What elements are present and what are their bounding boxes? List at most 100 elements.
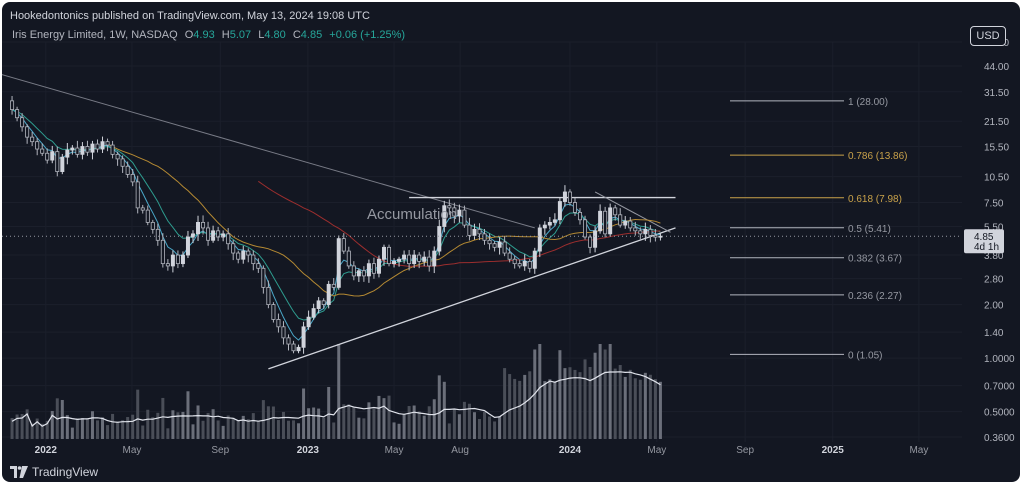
tradingview-logo[interactable]: TradingView (10, 465, 98, 479)
volume-bar (573, 369, 577, 439)
ma-fast-line (11, 109, 661, 341)
candle-body (361, 270, 366, 277)
y-tick-label: 7.50 (984, 199, 1004, 210)
volume-bar (40, 423, 44, 439)
candle-body (477, 228, 482, 235)
volume-bar (417, 411, 421, 439)
y-tick-label: 1.40 (984, 328, 1004, 339)
volume-bar (201, 420, 205, 439)
candle-body (381, 246, 386, 260)
volume-bar (231, 417, 235, 439)
symbol-legend[interactable]: Iris Energy Limited, 1W, NASDAQ O4.93 H5… (12, 29, 405, 41)
y-tick-label: 0.5000 (984, 408, 1015, 419)
candle-body (120, 158, 125, 167)
candle-body (457, 209, 462, 217)
candle-body (467, 224, 472, 236)
candle-body (246, 250, 251, 256)
volume-bar (543, 381, 547, 439)
candle-body (301, 326, 306, 348)
high-label: H (221, 29, 230, 41)
candle-body (226, 233, 231, 245)
volume-bar (332, 422, 336, 439)
tradingview-brand: TradingView (32, 465, 99, 479)
candle-body (256, 263, 261, 269)
volume-bar (523, 374, 527, 439)
candle-body (487, 239, 492, 245)
candle-body (628, 220, 633, 229)
candle-body (366, 263, 371, 277)
candle-body (472, 228, 477, 236)
candle-body (125, 165, 130, 175)
candle-body (185, 236, 190, 256)
volume-bar (15, 414, 19, 439)
volume-bar (342, 404, 346, 439)
volume-bar (392, 422, 396, 439)
fib-level-label: 0.618 (7.98) (848, 194, 902, 205)
candle-body (613, 207, 618, 216)
y-tick-label: 5.50 (984, 222, 1004, 233)
fib-level-label: 0 (1.05) (848, 350, 882, 361)
volume-bar (653, 379, 657, 439)
fib-level-label: 0.786 (13.86) (848, 151, 908, 162)
volume-bar (628, 369, 632, 439)
candle-body (578, 212, 583, 221)
volume-bar (216, 420, 220, 439)
candle-body (140, 207, 145, 211)
x-tick-label: 2022 (35, 445, 58, 456)
volume-bar (407, 406, 411, 439)
accumulation-annotation: Accumulation (367, 206, 457, 223)
volume-bar (462, 401, 466, 439)
candle-body (452, 207, 457, 217)
volume-bar (65, 415, 69, 439)
candle-body (658, 235, 663, 238)
candle-body (376, 258, 381, 274)
volume-bar (85, 418, 89, 439)
candle-body (583, 219, 588, 238)
volume-bar (20, 414, 24, 439)
volume-bar (488, 416, 492, 439)
candle-body (407, 254, 412, 265)
candle-body (190, 233, 195, 238)
volume-bar (191, 424, 195, 439)
volume-bar (598, 344, 602, 439)
open-label: O (184, 29, 194, 41)
y-tick-label: 2.00 (984, 301, 1004, 312)
candle-body (201, 221, 206, 229)
volume-bar (568, 367, 572, 439)
fib-level-label: 0.236 (2.27) (848, 291, 902, 302)
volume-bar (35, 418, 39, 439)
volume-bar (457, 414, 461, 439)
candle-body (145, 209, 150, 223)
candle-body (110, 144, 115, 155)
candle-body (251, 254, 256, 265)
volume-bar (95, 420, 99, 439)
volume-bar (337, 344, 341, 439)
volume-bar (251, 413, 255, 439)
x-tick-label: Sep (211, 445, 229, 456)
last-price-label: 4.85 (974, 232, 994, 243)
y-tick-label: 1.0000 (984, 354, 1015, 365)
volume-bar (206, 412, 210, 439)
volume-bar (442, 381, 446, 439)
volume-bar (452, 409, 456, 439)
tradingview-logo-icon (10, 466, 28, 478)
y-tick-label: 15.50 (984, 143, 1009, 154)
candle-body (562, 191, 567, 202)
candle-body (326, 283, 331, 306)
currency-button[interactable]: USD (970, 26, 1006, 46)
candle-body (261, 267, 266, 288)
volume-bar (387, 395, 391, 439)
candle-body (316, 300, 321, 309)
candle-body (412, 254, 417, 265)
candle-body (65, 149, 70, 158)
candle-body (100, 141, 105, 150)
candle-body (598, 210, 603, 232)
candle-body (75, 147, 80, 155)
candle-body (402, 254, 407, 260)
candle-body (321, 300, 326, 306)
low-value: 4.80 (264, 29, 286, 41)
volume-bar (271, 406, 275, 439)
candle-body (442, 205, 447, 227)
